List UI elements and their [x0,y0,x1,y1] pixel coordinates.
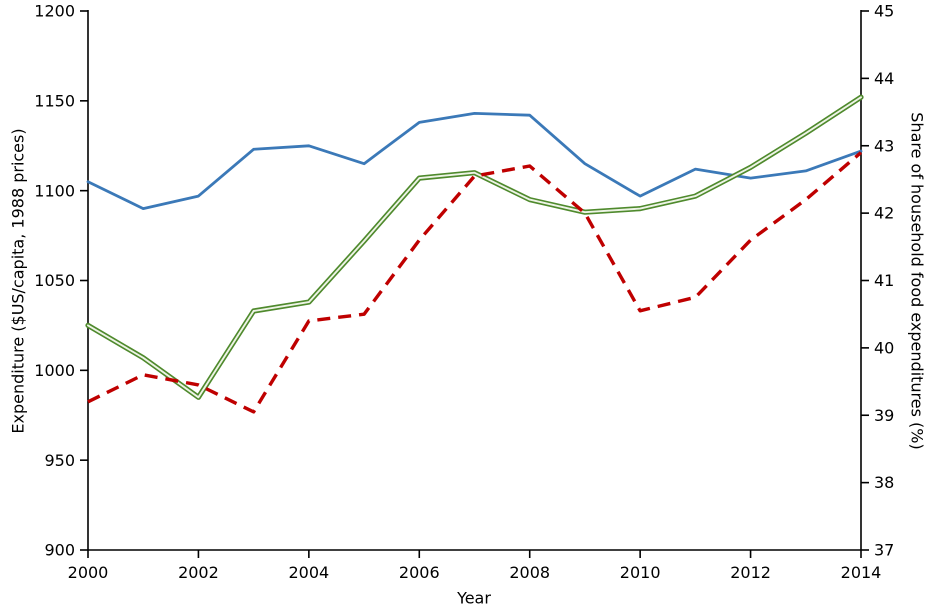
x-axis-tick-label: 2006 [399,563,440,582]
x-axis-tick-label: 2002 [178,563,219,582]
y-axis-left-tick-label: 1000 [34,361,75,380]
x-axis-tick-label: 2012 [730,563,771,582]
x-axis-tick-label: 2008 [509,563,550,582]
y-axis-right-tick-label: 39 [874,406,894,425]
x-axis-tick-label: 2010 [620,563,661,582]
y-axis-right-tick-label: 45 [874,2,894,21]
series-green-double-expenditure-inner [87,96,862,399]
y-axis-left-tick-label: 1200 [34,2,75,21]
x-axis-tick-label: 2004 [288,563,329,582]
y-axis-left: 900 950 1000 1050 1100 1150 1200 [34,2,88,560]
x-axis-title: Year [457,588,491,608]
y-axis-left-title: Expenditure ($US/capita, 1988 prices) [8,128,28,434]
y-axis-left-tick-label: 1050 [34,271,75,290]
x-axis: 2000 2002 2004 2006 2008 2010 2012 2014 [68,550,882,582]
y-axis-right-tick-label: 44 [874,69,894,88]
y-axis-left-tick-label: 1150 [34,91,75,110]
y-axis-right-tick-label: 37 [874,541,894,560]
y-axis-right-tick-label: 38 [874,473,894,492]
y-axis-right-title: Share of household food expenditures (%) [907,112,927,450]
y-axis-left-tick-label: 900 [44,541,75,560]
series-red-dashed-food-share [87,151,863,414]
x-axis-tick-label: 2000 [68,563,109,582]
y-axis-left-tick-label: 950 [44,451,75,470]
y-axis-right-tick-label: 42 [874,204,894,223]
y-axis-right: 37 38 39 40 41 42 43 44 45 [861,2,894,560]
y-axis-right-tick-label: 43 [874,136,894,155]
x-axis-tick-label: 2014 [841,563,882,582]
y-axis-right-tick-label: 41 [874,271,894,290]
series-blue-solid-expenditure [86,112,863,210]
y-axis-left-tick-label: 1100 [34,181,75,200]
y-axis-right-tick-label: 40 [874,338,894,357]
